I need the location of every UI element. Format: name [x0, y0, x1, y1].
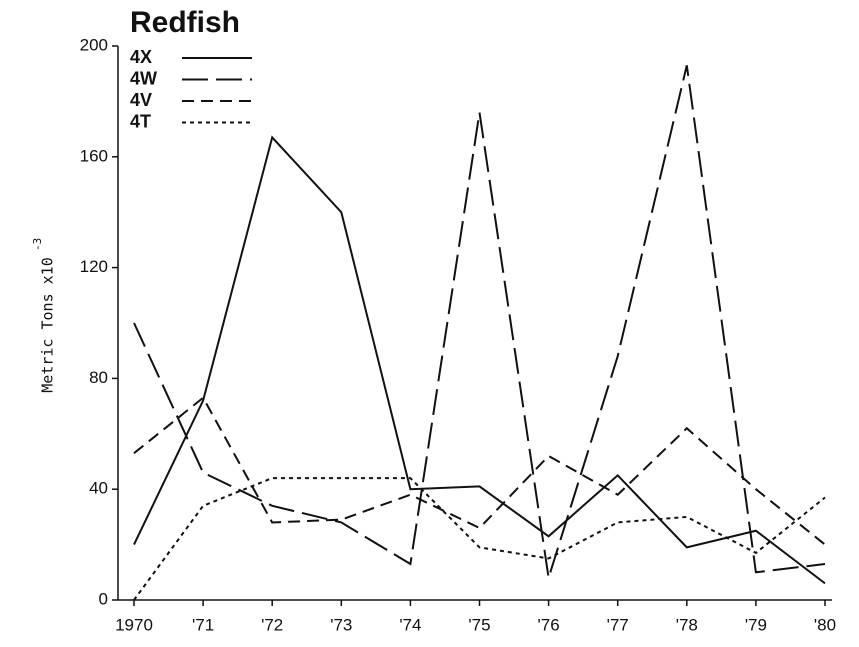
series-line	[133, 396, 826, 546]
y-tick-label: 160	[80, 146, 108, 165]
x-tick-label: '71	[192, 615, 214, 634]
legend-label: 4T	[130, 111, 151, 131]
x-tick-label: 1970	[115, 615, 153, 634]
x-tick-label: '72	[261, 615, 283, 634]
x-tick-label: '78	[676, 615, 698, 634]
chart-title: Redfish	[130, 6, 240, 39]
y-axis-title: Metric Tons x10 -3	[31, 238, 57, 393]
series-line	[133, 477, 826, 601]
y-tick-label: 120	[80, 257, 108, 276]
y-tick-label: 80	[89, 368, 108, 387]
legend-label: 4V	[130, 90, 152, 110]
x-tick-label: '73	[330, 615, 352, 634]
x-tick-label: '80	[814, 615, 836, 634]
y-label: Metric Tons x10	[39, 257, 57, 392]
x-tick-label: '75	[468, 615, 490, 634]
x-tick-label: '74	[399, 615, 421, 634]
x-tick-label: '79	[745, 615, 767, 634]
y-tick-label: 0	[99, 589, 108, 608]
x-tick-label: '77	[607, 615, 629, 634]
y-tick-label: 200	[80, 35, 108, 54]
y-tick-label: 40	[89, 479, 108, 498]
y-label-exponent: -3	[31, 238, 44, 251]
legend-label: 4X	[130, 47, 152, 67]
x-tick-label: '76	[538, 615, 560, 634]
series-line	[133, 65, 826, 579]
series-line	[133, 135, 826, 585]
legend-label: 4W	[130, 68, 157, 88]
